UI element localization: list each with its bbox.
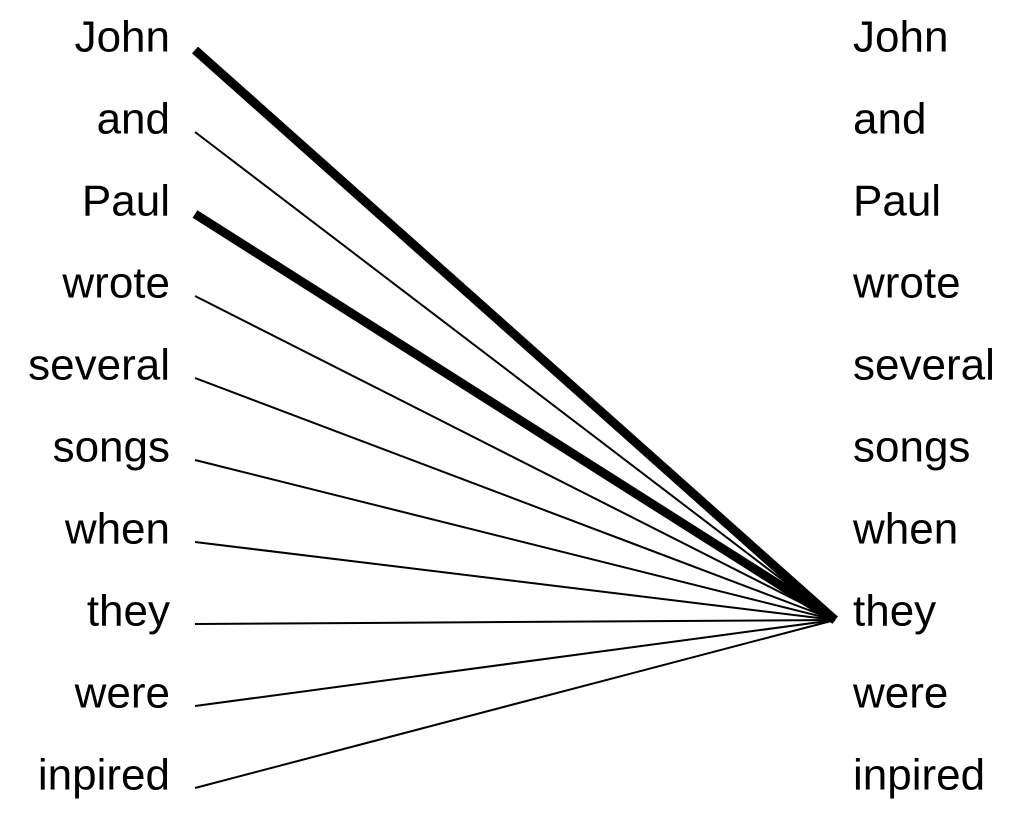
connection-were-8-to-they xyxy=(194,619,836,707)
left-word-they: they xyxy=(87,587,170,636)
left-word-several: several xyxy=(28,341,170,390)
right-word-songs: songs xyxy=(853,423,970,472)
connection-several-4-to-they xyxy=(194,377,836,621)
connection-lines xyxy=(192,46,838,789)
right-word-john: John xyxy=(853,13,948,62)
left-word-column: John and Paul wrote several songs when they were… xyxy=(28,13,170,800)
connection-wrote-3-to-they xyxy=(194,295,836,621)
connection-john-0-to-they xyxy=(192,46,838,624)
left-word-and: and xyxy=(97,95,170,144)
right-word-column: John and Paul wrote several songs when they were… xyxy=(852,13,995,800)
connection-and-1-to-they xyxy=(194,131,836,621)
left-word-inpired: inpired xyxy=(38,751,170,800)
connection-songs-5-to-they xyxy=(194,459,836,621)
left-word-wrote: wrote xyxy=(61,259,170,308)
connection-they-7-to-they xyxy=(194,619,836,625)
left-word-songs: songs xyxy=(53,423,170,472)
right-word-and: and xyxy=(853,95,926,144)
right-word-paul: Paul xyxy=(853,177,941,226)
right-word-wrote: wrote xyxy=(852,259,961,308)
connection-inpired-9-to-they xyxy=(194,619,836,789)
right-word-they: they xyxy=(853,587,936,636)
connection-paul-2-to-they xyxy=(192,210,838,624)
right-word-inpired: inpired xyxy=(853,751,985,800)
left-word-john: John xyxy=(75,13,170,62)
connection-when-6-to-they xyxy=(194,541,836,621)
right-word-were: were xyxy=(852,669,948,718)
left-word-paul: Paul xyxy=(82,177,170,226)
right-word-when: when xyxy=(852,505,958,554)
right-word-several: several xyxy=(853,341,995,390)
left-word-when: when xyxy=(64,505,170,554)
left-word-were: were xyxy=(74,669,170,718)
